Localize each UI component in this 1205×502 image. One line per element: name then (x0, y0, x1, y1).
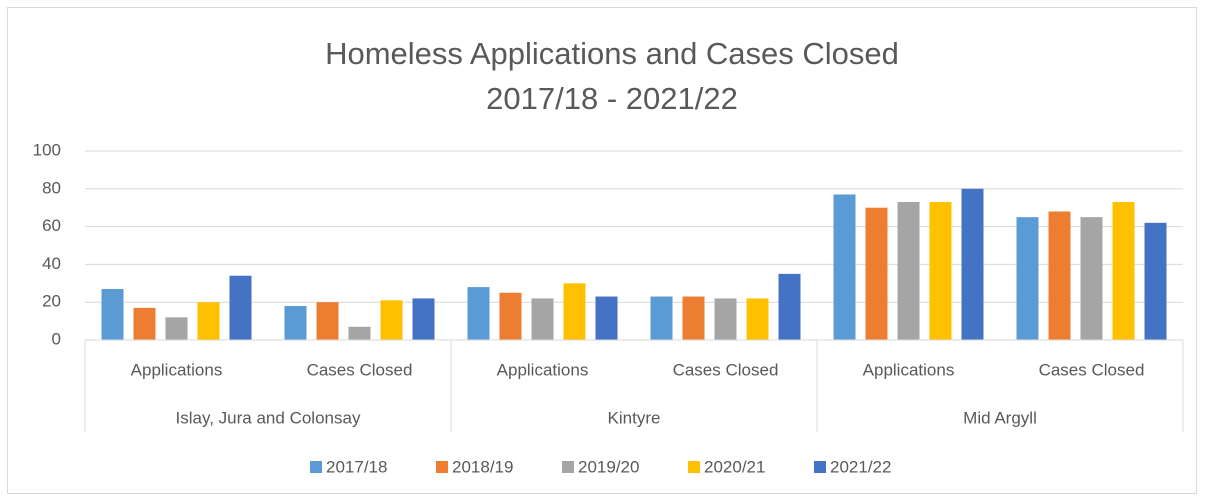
bar (1112, 202, 1135, 340)
x-tick-label: Applications (131, 360, 223, 379)
group-label: Islay, Jura and Colonsay (176, 408, 361, 427)
group-label: Kintyre (608, 408, 661, 427)
bar (316, 302, 339, 340)
bar (714, 298, 737, 340)
bar (412, 298, 435, 340)
bar (778, 273, 801, 340)
bar (1048, 211, 1071, 340)
y-tick-label: 100 (33, 140, 61, 159)
y-tick-label: 80 (42, 178, 61, 197)
legend-label: 2020/21 (704, 457, 765, 476)
legend-label: 2018/19 (452, 457, 513, 476)
bar (1016, 217, 1039, 340)
y-tick-label: 20 (42, 292, 61, 311)
bar (865, 207, 888, 340)
bar (833, 194, 856, 340)
bar (929, 202, 952, 340)
bar (531, 298, 554, 340)
legend-label: 2017/18 (326, 457, 387, 476)
bar (563, 283, 586, 340)
chart-title: Homeless Applications and Cases Closed (325, 36, 899, 71)
bar (961, 188, 984, 340)
legend-label: 2019/20 (578, 457, 639, 476)
y-tick-label: 40 (42, 254, 61, 273)
bar (380, 300, 403, 340)
bar (1144, 222, 1167, 340)
legend-swatch (688, 461, 700, 473)
x-tick-label: Cases Closed (307, 360, 413, 379)
x-tick-label: Cases Closed (673, 360, 779, 379)
bar (284, 305, 307, 340)
bar (348, 326, 371, 340)
bar (1080, 217, 1103, 340)
bar (595, 296, 618, 340)
bar (467, 287, 490, 340)
bar (650, 296, 673, 340)
bar (101, 288, 124, 340)
bar (499, 292, 522, 340)
bar (197, 302, 220, 340)
x-tick-label: Applications (863, 360, 955, 379)
legend-swatch (310, 461, 322, 473)
bar (133, 307, 156, 340)
x-tick-label: Cases Closed (1039, 360, 1145, 379)
legend-swatch (436, 461, 448, 473)
y-tick-label: 0 (52, 329, 61, 348)
chart-subtitle: 2017/18 - 2021/22 (486, 81, 738, 116)
bar (897, 202, 920, 340)
legend-swatch (562, 461, 574, 473)
bar (746, 298, 769, 340)
bar (229, 275, 252, 340)
y-tick-label: 60 (42, 216, 61, 235)
legend-label: 2021/22 (830, 457, 891, 476)
group-label: Mid Argyll (963, 408, 1037, 427)
bar (165, 317, 188, 340)
legend-swatch (814, 461, 826, 473)
bar (682, 296, 705, 340)
x-tick-label: Applications (497, 360, 589, 379)
chart-frame (7, 7, 1197, 494)
